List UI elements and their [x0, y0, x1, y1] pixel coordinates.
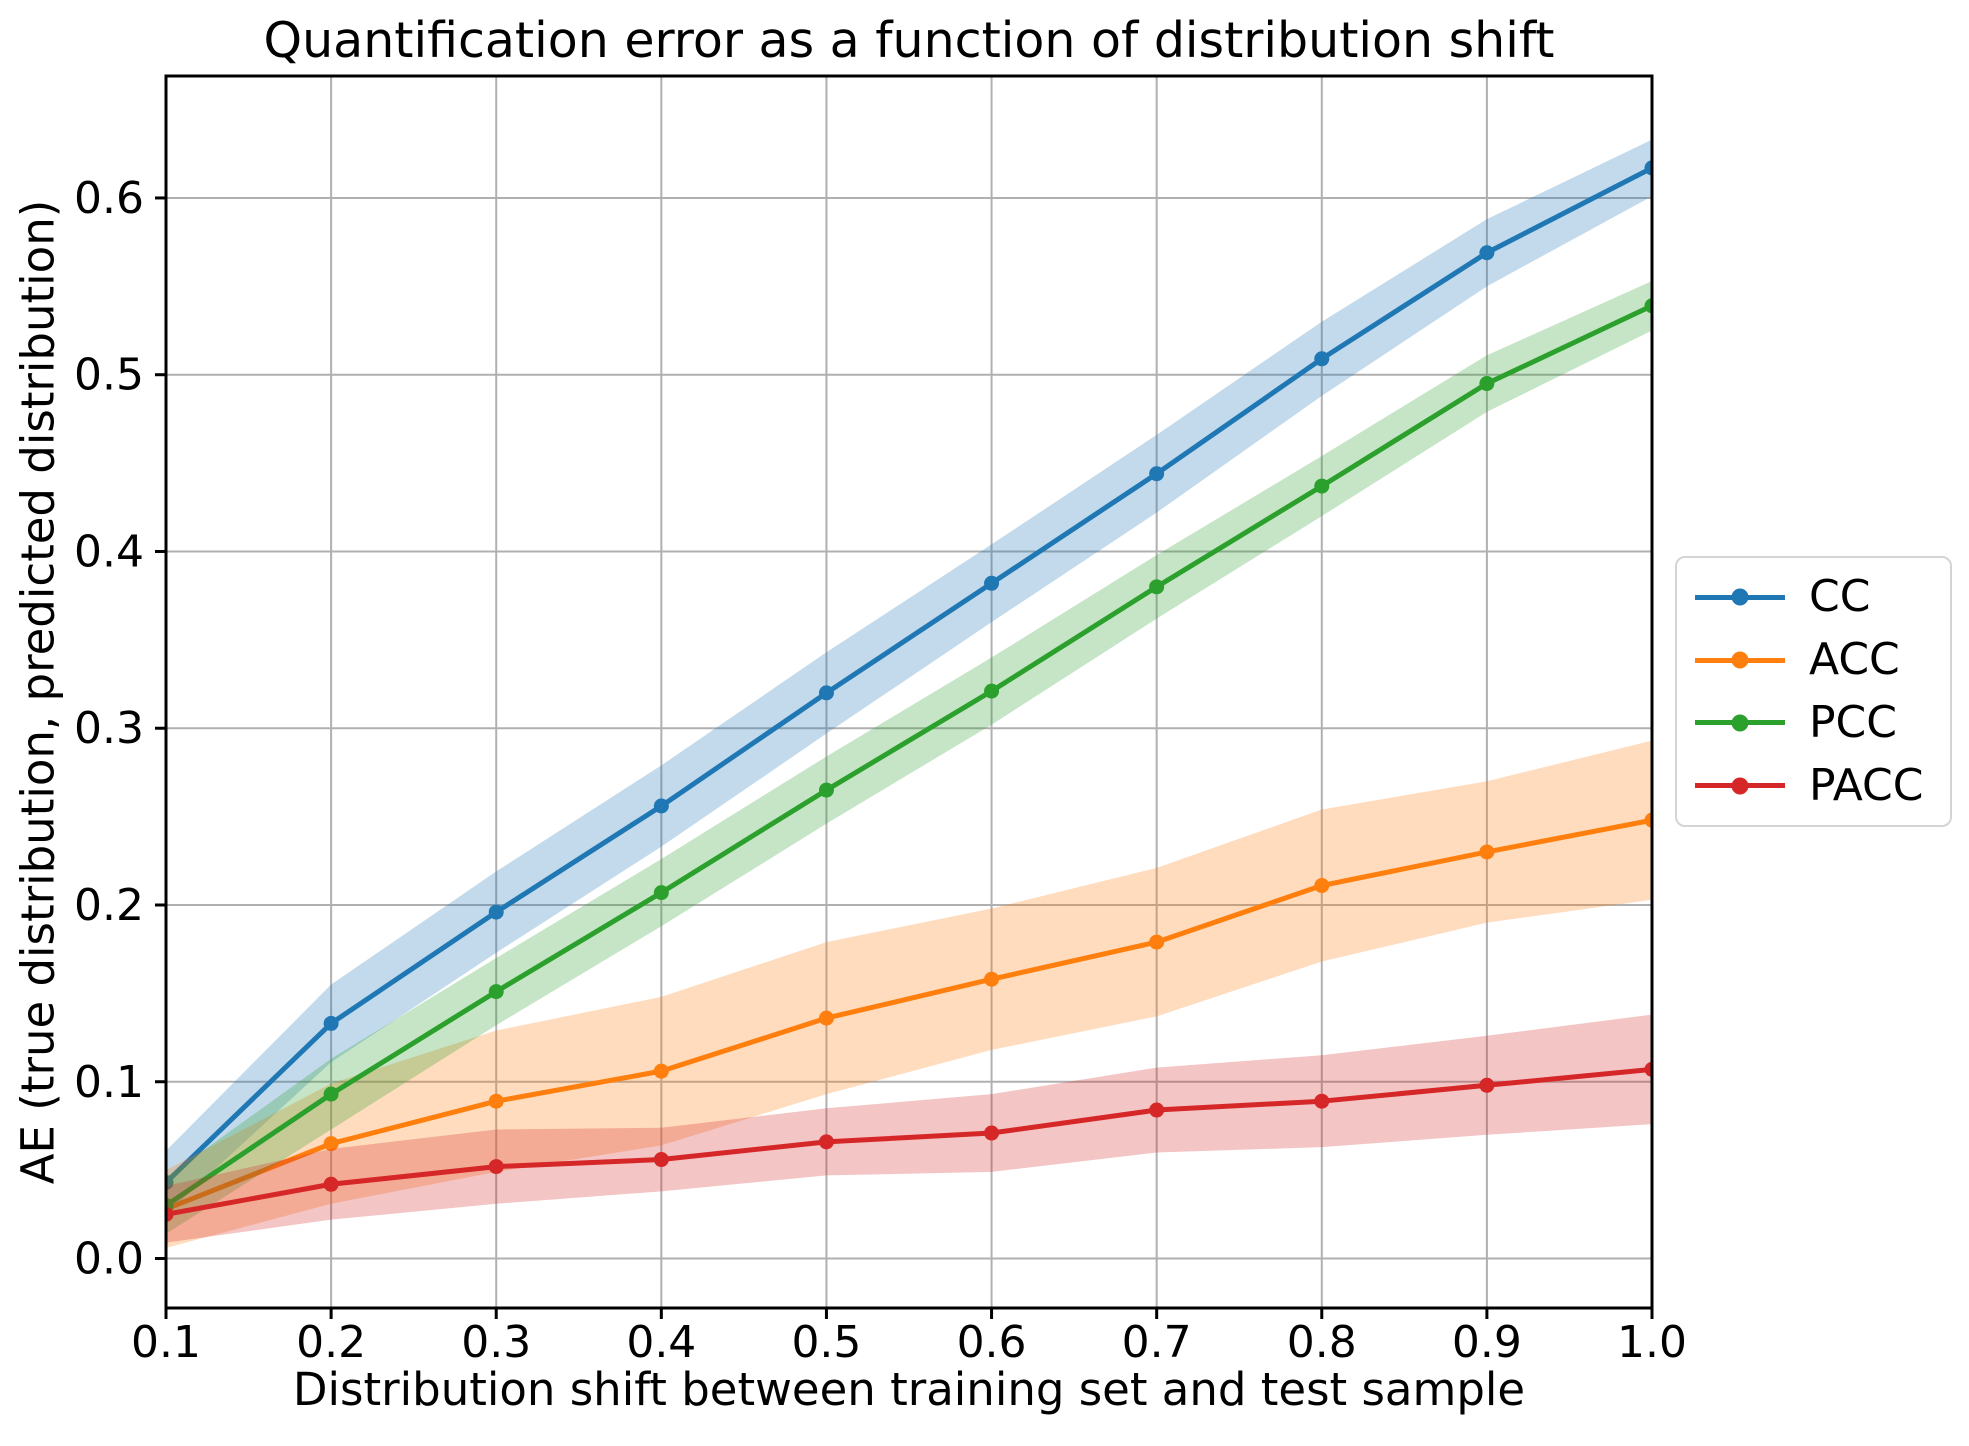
y-tick-label: 0.1: [74, 1057, 144, 1108]
y-tick-label: 0.3: [74, 703, 144, 754]
axis-ticks: [155, 196, 1654, 1319]
pacc-line-swatch-icon: [1695, 777, 1785, 795]
legend-label-pacc: PACC: [1809, 759, 1924, 811]
legend: CC ACC PCC PACC: [1675, 556, 1952, 827]
x-axis-label: Distribution shift between training set …: [292, 1363, 1526, 1416]
y-tick-label: 0.5: [74, 350, 144, 401]
y-tick-label: 0.0: [74, 1234, 144, 1285]
series-PCC-band: [166, 281, 1652, 1234]
series-PACC-band: [166, 1014, 1652, 1243]
acc-line-swatch-icon: [1695, 651, 1785, 669]
x-tick-label: 0.7: [1122, 1317, 1192, 1368]
series-layer: [166, 139, 1652, 1248]
legend-label-pcc: PCC: [1809, 696, 1897, 748]
chart-title: Quantification error as a function of di…: [263, 12, 1555, 69]
series-ACC-band: [166, 740, 1652, 1248]
x-tick-label: 0.4: [626, 1317, 696, 1368]
x-tick-label: 1.0: [1617, 1317, 1687, 1368]
legend-label-cc: CC: [1809, 571, 1871, 623]
legend-entry-pcc: PCC: [1677, 696, 1950, 748]
series-PCC-line: [166, 303, 1652, 1208]
legend-entry-pacc: PACC: [1677, 759, 1950, 811]
x-tick-label: 0.5: [791, 1317, 861, 1368]
y-tick-label: 0.6: [74, 173, 144, 224]
pcc-line-swatch-icon: [1695, 714, 1785, 732]
series-ACC-line: [166, 817, 1652, 1212]
series-CC-line: [166, 165, 1652, 1186]
series-PACC-markers: [166, 1061, 1652, 1222]
legend-entry-acc: ACC: [1677, 638, 1950, 682]
series-PCC-markers: [166, 298, 1652, 1213]
x-tick-label: 0.3: [461, 1317, 531, 1368]
y-tick-label: 0.4: [74, 526, 144, 577]
legend-entry-cc: CC: [1677, 575, 1950, 619]
x-tick-label: 0.9: [1452, 1317, 1522, 1368]
x-tick-label: 0.8: [1287, 1317, 1357, 1368]
x-tick-label: 0.1: [131, 1317, 201, 1368]
y-tick-label: 0.2: [74, 880, 144, 931]
y-axis-label: AE (true distribution, predicted distrib…: [11, 199, 65, 1185]
series-CC-band: [166, 139, 1652, 1215]
series-PACC-line: [166, 1066, 1652, 1217]
series-CC-markers: [166, 160, 1652, 1190]
cc-line-swatch-icon: [1695, 588, 1785, 606]
x-tick-label: 0.6: [957, 1317, 1027, 1368]
axis-tick-labels: 0.1 0.2 0.3 0.4 0.5 0.6 0.7 0.8 0.9 1.0 0.0 0.1 0.2 0…: [74, 173, 1687, 1368]
legend-label-acc: ACC: [1809, 634, 1900, 686]
axes-spines: [164, 74, 1654, 1310]
x-tick-label: 0.2: [296, 1317, 366, 1368]
